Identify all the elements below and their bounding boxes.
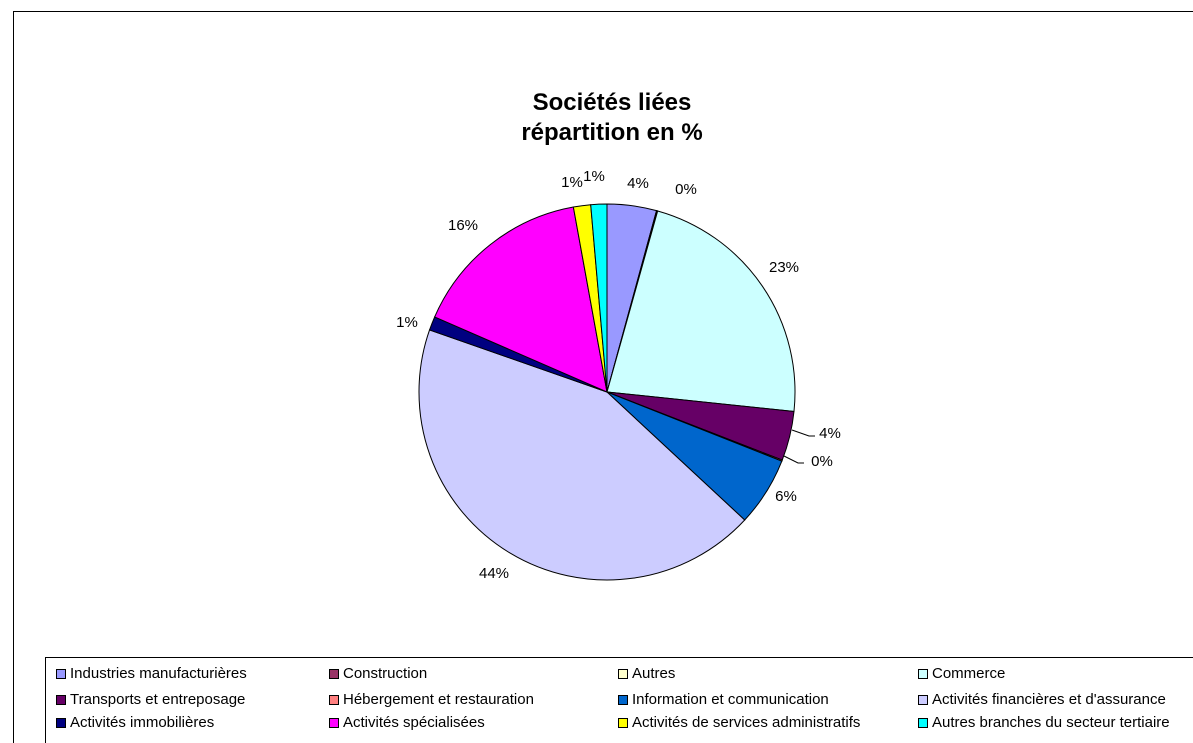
data-label-5: 0%	[811, 453, 833, 470]
data-label-3: 23%	[769, 259, 799, 276]
legend-label: Hébergement et restauration	[343, 691, 534, 708]
legend-label: Autres	[632, 665, 676, 682]
data-label-10: 1%	[561, 174, 583, 191]
legend-swatch	[918, 669, 928, 679]
chart-area	[13, 11, 1193, 743]
legend-label: Activités spécialisées	[343, 714, 485, 731]
pie-slice-7	[418, 329, 746, 581]
legend-label: Activités immobilières	[70, 714, 215, 731]
data-label-4: 4%	[819, 425, 841, 442]
pie-slice-11	[590, 203, 608, 393]
leader-lines	[783, 429, 815, 464]
legend-swatch	[329, 669, 339, 679]
chart-title-line-1: Sociétés liées	[532, 89, 692, 116]
legend-swatch	[56, 669, 66, 679]
legend-label: Transports et entreposage	[70, 691, 246, 708]
legend-swatch	[329, 718, 339, 728]
data-label-9: 16%	[448, 217, 478, 234]
legend-swatch	[618, 695, 628, 705]
legend-label: Autres branches du secteur tertiaire	[932, 714, 1170, 731]
legend-label: Activités de services administratifs	[632, 714, 861, 731]
chart-title: Sociétés liées répartition en %	[0, 88, 1193, 148]
data-labels: 4% 0%23%4%0%6%44%1%16%1% 1%	[396, 168, 841, 582]
legend-swatch	[56, 718, 66, 728]
legend-swatch	[918, 718, 928, 728]
data-label-1: 0%	[675, 181, 697, 198]
data-label-6: 6%	[775, 488, 797, 505]
legend: Industries manufacturières Construction Au…	[45, 657, 1193, 743]
leader-line-4	[791, 429, 815, 437]
legend-label: Information et communication	[632, 691, 829, 708]
chart-title-line-2: répartition en %	[521, 119, 703, 146]
data-label-7: 44%	[479, 565, 509, 582]
leader-line-5	[783, 455, 804, 464]
pie-slice-3	[606, 210, 796, 413]
pie-slices	[418, 203, 796, 581]
data-label-0: 4%	[627, 175, 649, 192]
pie-slice-9	[433, 206, 608, 393]
legend-label: Commerce	[932, 665, 1006, 682]
data-label-8: 1%	[396, 314, 418, 331]
legend-swatch	[329, 695, 339, 705]
legend-swatch	[56, 695, 66, 705]
legend-label: Activités financières et d'assurance	[932, 691, 1166, 708]
legend-label: Industries manufacturières	[70, 665, 247, 682]
data-label-11: 1%	[583, 168, 605, 185]
legend-swatch	[618, 718, 628, 728]
legend-swatch	[618, 669, 628, 679]
legend-label: Construction	[343, 665, 428, 682]
legend-swatch	[918, 695, 928, 705]
